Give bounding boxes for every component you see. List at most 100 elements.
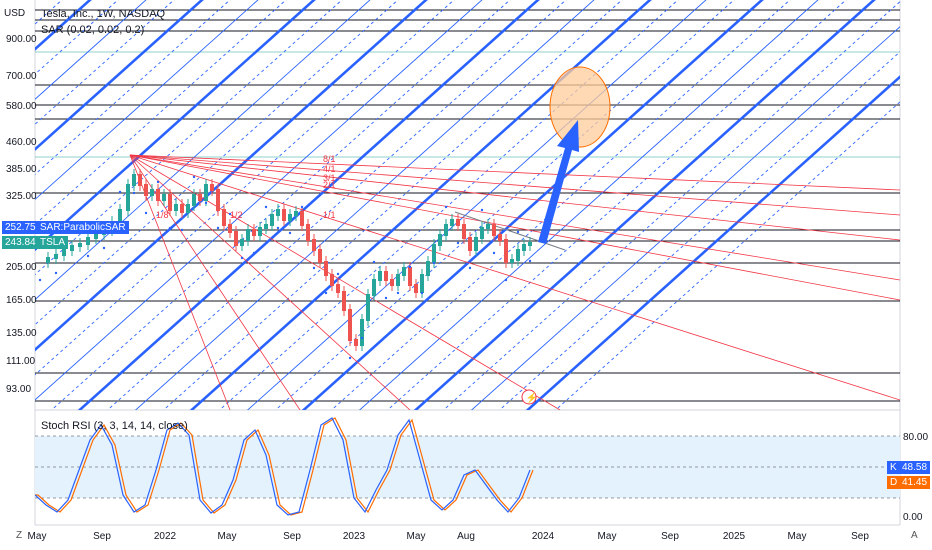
candle-body — [78, 243, 82, 247]
fan-line — [129, 154, 900, 281]
candle-body — [288, 214, 292, 221]
candle-body — [408, 267, 412, 286]
candle-body — [162, 194, 166, 201]
candle-body — [510, 259, 514, 263]
candle-body — [372, 279, 376, 296]
sar-dot — [348, 356, 352, 360]
symbol-legend-title[interactable]: Tesla, Inc., 1W, NASDAQ — [41, 8, 166, 20]
candle-body — [486, 224, 490, 229]
rsi-d-line — [35, 417, 534, 516]
sar-price-tag: 252.75 — [2, 221, 39, 234]
candle-body — [420, 274, 424, 293]
candle-body — [132, 174, 136, 186]
sar-dot — [276, 226, 280, 230]
candle-body — [180, 204, 184, 213]
rsi-k-label: K — [890, 462, 897, 473]
candle-body — [474, 237, 478, 251]
symbol-tag-label: TSLA — [40, 237, 66, 248]
price-tick: 93.00 — [6, 384, 32, 395]
candle-body — [390, 279, 394, 286]
candle-body — [492, 224, 496, 236]
fan-line — [129, 154, 231, 410]
candle-body — [186, 204, 190, 213]
price-tick: 385.00 — [6, 164, 37, 175]
sar-indicator-legend[interactable]: SAR (0.02, 0.02, 0.2) — [41, 24, 145, 36]
lightning-icon: ⚡ — [526, 391, 538, 404]
sar-dot — [456, 241, 460, 245]
candle-body — [342, 291, 346, 311]
fan-label: 2/1 — [323, 180, 336, 190]
sar-dot — [420, 291, 424, 295]
rsi-d-value: 41.45 — [902, 477, 928, 488]
sar-dot — [54, 271, 58, 275]
rsi-d-tag: D — [887, 476, 901, 489]
candle-body — [348, 309, 352, 341]
candle-body — [198, 194, 202, 201]
candle-body — [150, 189, 154, 196]
auto-scale-button[interactable]: A — [911, 530, 918, 541]
candle-body — [252, 229, 256, 236]
candle-body — [264, 224, 268, 229]
sar-dot — [324, 291, 328, 295]
candle-body — [174, 204, 178, 211]
sar-series-tag: SAR:ParabolicSAR — [37, 221, 129, 234]
sar-dot — [102, 246, 106, 250]
candle-body — [210, 184, 214, 191]
candle-body — [86, 237, 90, 245]
rsi-d-label: D — [890, 477, 898, 488]
candle-body — [228, 224, 232, 233]
price-tick: 460.00 — [6, 137, 37, 148]
time-tick: Sep — [93, 531, 111, 542]
channel-line — [35, 0, 316, 252]
target-zone-ellipse[interactable] — [549, 66, 611, 148]
candle-body — [294, 211, 298, 216]
sar-dot — [408, 265, 412, 269]
candle-body — [46, 257, 50, 263]
sar-dot — [432, 261, 436, 265]
sar-dot — [216, 226, 220, 230]
price-tick: 205.00 — [6, 262, 37, 273]
candle-body — [462, 224, 466, 239]
candle-body — [312, 239, 316, 251]
price-tick: 111.00 — [6, 356, 36, 367]
candle-body — [258, 227, 262, 236]
candle-body — [444, 224, 448, 236]
fan-label: 1/2 — [230, 210, 243, 220]
price-tick: 165.00 — [6, 295, 37, 306]
sar-dot — [38, 278, 42, 282]
sar-dot — [240, 256, 244, 260]
sar-dot — [228, 212, 232, 216]
candle-body — [516, 249, 520, 261]
stoch-rsi-pane[interactable] — [35, 417, 900, 516]
fan-label: 4/1 — [323, 164, 336, 174]
channel-line — [301, 0, 764, 410]
sar-dot — [528, 259, 532, 263]
sar-dot — [288, 231, 292, 235]
target-arrow[interactable] — [538, 120, 579, 244]
candle-body — [378, 271, 382, 281]
time-tick: May — [27, 531, 47, 542]
time-tick: 2022 — [153, 531, 177, 542]
time-tick: May — [217, 531, 237, 542]
sar-dot — [264, 205, 268, 209]
sar-dot — [384, 296, 388, 300]
time-tick: May — [406, 531, 426, 542]
earnings-event-icon[interactable] — [521, 389, 537, 405]
channel-line — [35, 0, 483, 401]
sar-series-label: SAR:ParabolicSAR — [40, 222, 126, 233]
candle-body — [456, 219, 460, 226]
zoom-button[interactable]: Z — [16, 530, 23, 541]
sar-dot — [504, 278, 508, 282]
time-tick: Sep — [283, 531, 301, 542]
candle-body — [118, 209, 122, 223]
candle-body — [402, 267, 406, 276]
candle-body — [504, 239, 508, 263]
last-price-tag: 243.84 — [2, 236, 39, 249]
sar-dot — [360, 336, 364, 340]
time-tick: 2024 — [531, 531, 555, 542]
stoch-rsi-legend[interactable]: Stoch RSI (3, 3, 14, 14, close) — [41, 420, 188, 432]
candle-body — [324, 261, 328, 276]
fan-line — [129, 154, 900, 301]
